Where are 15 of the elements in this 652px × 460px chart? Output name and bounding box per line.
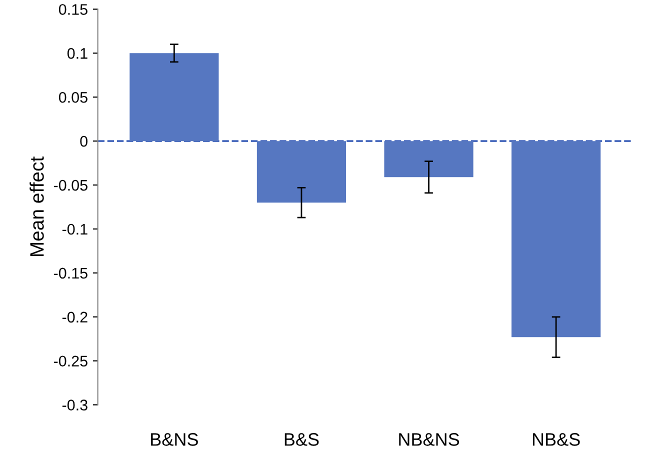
y-tick-label: -0.1 [62, 224, 88, 235]
y-tick-label: -0.25 [54, 356, 88, 367]
x-tick-label: B&S [284, 433, 319, 446]
y-tick-label: -0.05 [54, 180, 88, 191]
x-tick-label: B&NS [151, 433, 198, 446]
y-tick-label: 0.05 [58, 92, 88, 103]
y-tick-label: -0.3 [62, 400, 88, 410]
y-axis-title: Mean effect [30, 156, 44, 256]
y-tick-label: 0.1 [67, 48, 88, 59]
y-tick-label: -0.15 [54, 268, 88, 279]
y-tick-label: 0.15 [58, 4, 88, 15]
y-tick-label: 0 [80, 136, 88, 147]
y-tick-label: -0.2 [62, 312, 88, 323]
x-tick-label: NB&NS [399, 433, 460, 446]
x-tick-label: NB&S [532, 433, 580, 446]
